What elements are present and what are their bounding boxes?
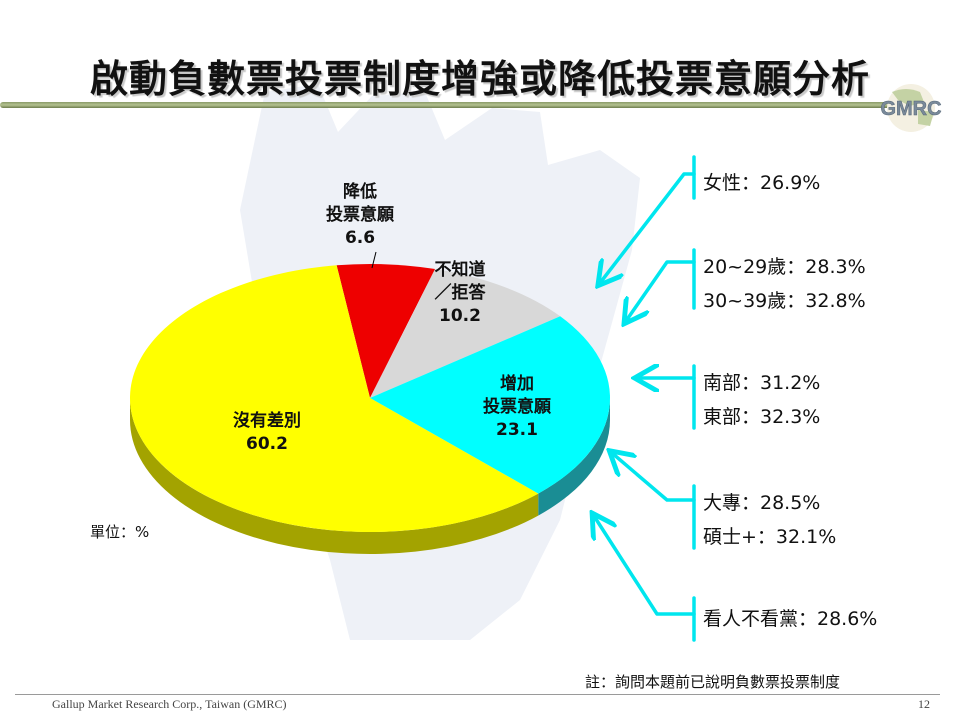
slice-label-decrease: 降低 投票意願 6.6 [300,181,420,250]
pie-slice [336,264,436,398]
page-number: 12 [918,697,930,711]
bracket-region [638,366,696,430]
demo-region: 南部：31.2% 東部：32.3% [703,366,820,434]
bracket-voting [594,516,696,642]
slice-name-line: 降低 [343,182,377,202]
title-divider [0,102,905,108]
slice-label-increase: 增加 投票意願 23.1 [462,373,572,442]
footnote: 註：詢問本題前已說明負數票投票制度 [585,673,841,691]
demo-item: 大專：28.5% [703,492,821,514]
leader-line [371,251,377,269]
page-title: 啟動負數票投票制度增強或降低投票意願分析 [89,57,870,101]
slice-name-line: 增加 [500,374,534,394]
slice-name-line: 不知道 [434,260,486,280]
bracket-gender [600,155,696,283]
demo-item: 東部：32.3% [703,406,821,428]
demo-item: 20~29歲：28.3% [703,256,866,278]
pie-slice [370,269,561,398]
logo-text: GMRC [880,98,941,120]
slice-name-line: ／拒答 [434,283,486,303]
pie-slice [130,265,539,532]
demo-age: 20~29歲：28.3% 30~39歲：32.8% [703,250,866,318]
pie-slice-side [130,398,539,554]
slice-name-line: 沒有差別 [233,411,301,431]
slice-value: 60.2 [246,434,288,454]
pie-leaders [371,251,377,269]
bracket-age [626,248,696,321]
bracket-education [612,453,696,550]
demo-item: 30~39歲：32.8% [703,290,866,312]
demo-item: 南部：31.2% [703,372,821,394]
footer-divider [15,694,940,695]
slice-value: 10.2 [439,306,481,326]
unit-label: 單位：% [90,523,150,541]
pie-tops [130,264,611,532]
gmrc-logo: GMRC [880,84,942,132]
slice-label-unknown: 不知道 ／拒答 10.2 [410,259,510,328]
slice-name-line: 投票意願 [483,397,551,417]
demo-item: 女性：26.9% [703,172,821,194]
demo-gender: 女性：26.9% [703,166,820,200]
demo-education: 大專：28.5% 碩士+：32.1% [703,486,836,554]
pie-slice-side [538,398,610,516]
slice-value: 23.1 [496,420,538,440]
slice-label-no-difference: 沒有差別 60.2 [212,410,322,456]
pie-sides [130,398,610,554]
demo-item: 看人不看黨：28.6% [703,608,878,630]
slice-name-line: 投票意願 [326,205,394,225]
pie-slice [370,316,611,494]
demo-item: 碩士+：32.1% [703,526,837,548]
slice-value: 6.6 [344,228,376,248]
demo-voting: 看人不看黨：28.6% [703,602,877,636]
footer-credit: Gallup Market Research Corp., Taiwan (GM… [52,697,287,711]
